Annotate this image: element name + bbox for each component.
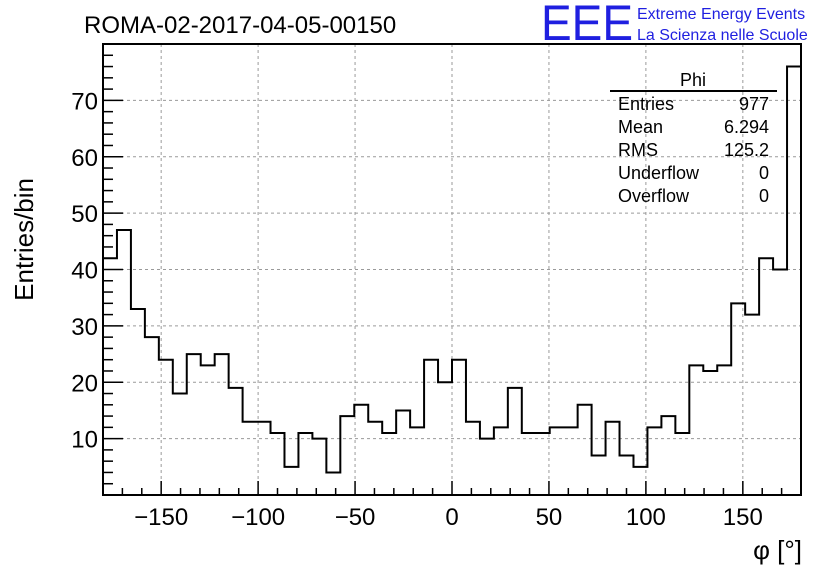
x-tick-label: 150 — [723, 504, 763, 531]
y-tick-labels: 10 20 30 40 50 60 70 — [71, 88, 98, 453]
stats-value: 977 — [739, 94, 769, 114]
logo-line1: Extreme Energy Events — [637, 6, 805, 23]
histogram-bin — [229, 388, 243, 495]
x-tick-label: −100 — [231, 504, 285, 531]
histogram-bin — [368, 422, 382, 495]
y-tick-label: 20 — [71, 370, 98, 397]
histogram-bin — [675, 433, 689, 495]
histogram-bin — [354, 405, 368, 495]
histogram-bin — [689, 365, 703, 495]
eee-logo: EEE Extreme Energy Events La Scienza nel… — [541, 0, 808, 51]
stats-label: RMS — [618, 140, 658, 160]
stats-value: 0 — [759, 163, 769, 183]
stats-value: 6.294 — [724, 117, 769, 137]
histogram-bin — [145, 337, 159, 495]
histogram-bin — [661, 416, 675, 495]
histogram-bin — [592, 456, 606, 495]
histogram-bin — [131, 309, 145, 495]
histogram-bin — [480, 439, 494, 495]
histogram-bin — [271, 433, 285, 495]
y-tick-label: 60 — [71, 145, 98, 172]
histogram-bin — [647, 427, 661, 495]
stats-label: Underflow — [618, 163, 700, 183]
histogram-bin — [452, 360, 466, 495]
histogram-bin — [410, 427, 424, 495]
axis-ticks — [102, 43, 802, 496]
stats-value: 0 — [759, 186, 769, 206]
histogram-bin — [396, 410, 410, 495]
y-tick-label: 50 — [71, 201, 98, 228]
logo-line2: La Scienza nelle Scuole — [637, 27, 808, 44]
x-tick-label: 0 — [445, 504, 458, 531]
histogram-bin — [103, 258, 117, 495]
histogram-bin — [466, 422, 480, 495]
histogram-bin — [745, 315, 759, 495]
stats-label: Entries — [618, 94, 674, 114]
x-tick-label: −50 — [335, 504, 376, 531]
histogram-bin — [759, 258, 773, 495]
histogram-bin — [550, 427, 564, 495]
stats-label: Mean — [618, 117, 663, 137]
histogram-bin — [578, 405, 592, 495]
histogram-bin — [173, 394, 187, 495]
stats-title: Phi — [680, 70, 706, 90]
stats-value: 125.2 — [724, 140, 769, 160]
x-tick-label: 50 — [536, 504, 563, 531]
x-axis-label: φ [°] — [753, 535, 802, 565]
grid-lines — [103, 44, 801, 495]
histogram-bin — [312, 439, 326, 495]
y-axis-label: Entries/bin — [9, 178, 39, 301]
chart-title: ROMA-02-2017-04-05-00150 — [84, 12, 396, 39]
histogram-bin — [215, 354, 229, 495]
histogram-bin — [494, 427, 508, 495]
histogram-bin — [201, 365, 215, 495]
histogram-bin — [187, 354, 201, 495]
y-tick-label: 70 — [71, 88, 98, 115]
histogram-bin — [298, 433, 312, 495]
histogram-bin — [424, 360, 438, 495]
histogram-bin — [787, 67, 801, 495]
x-tick-labels: −150 −100 −50 0 50 100 150 — [134, 504, 763, 531]
stats-box: Phi Entries 977 Mean 6.294 RMS 125.2 Underflow… — [610, 70, 777, 206]
histogram-bin — [159, 360, 173, 495]
histogram-outline — [103, 65, 801, 474]
histogram-bin — [508, 388, 522, 495]
histogram-bin — [382, 433, 396, 495]
x-tick-label: −150 — [134, 504, 188, 531]
logo-mark: EEE — [541, 0, 633, 51]
stats-label: Overflow — [618, 186, 690, 206]
y-tick-label: 40 — [71, 258, 98, 285]
histogram-bin — [522, 433, 536, 495]
histogram-bin — [243, 422, 257, 495]
histogram-bin — [564, 427, 578, 495]
histogram-bin — [703, 371, 717, 495]
y-tick-label: 10 — [71, 427, 98, 454]
x-tick-label: 100 — [626, 504, 666, 531]
histogram-bin — [606, 422, 620, 495]
histogram-bin — [340, 416, 354, 495]
y-tick-label: 30 — [71, 314, 98, 341]
histogram-bin — [536, 433, 550, 495]
histogram-bin — [326, 472, 340, 495]
histogram-bin — [717, 365, 731, 495]
